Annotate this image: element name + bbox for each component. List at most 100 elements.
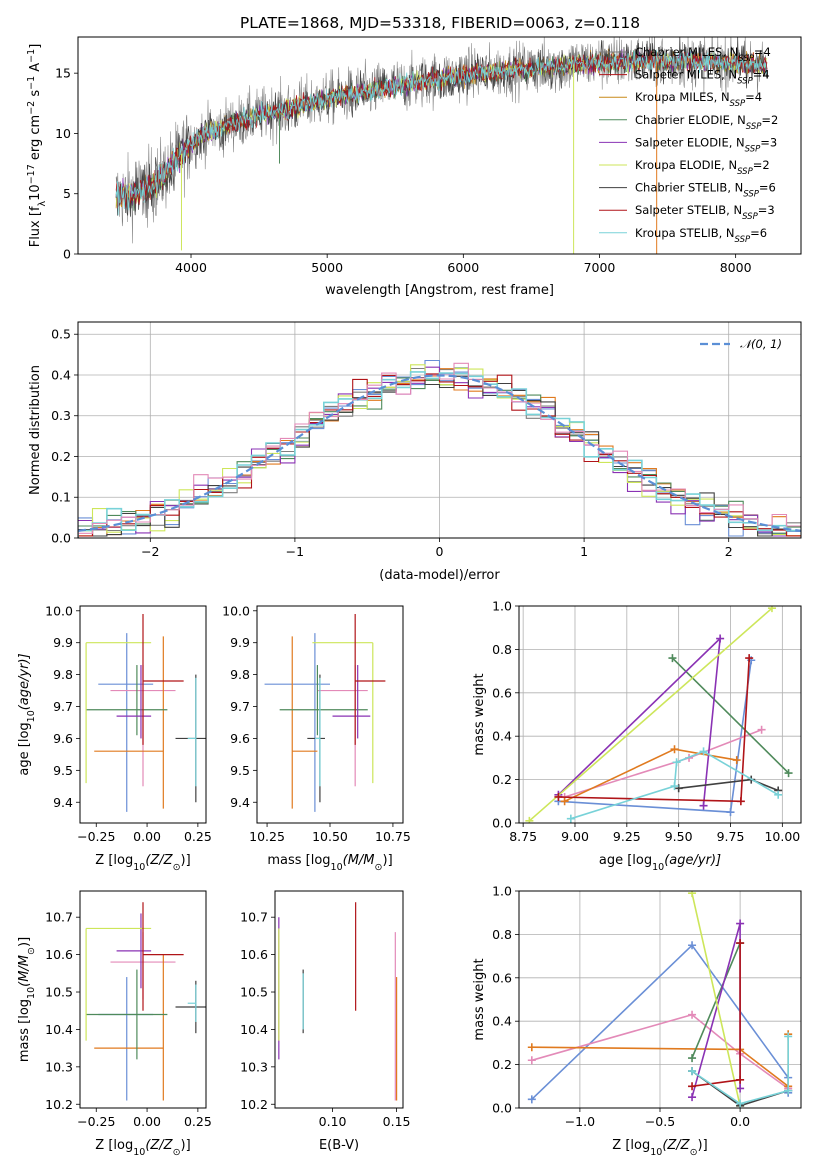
x-tick-label: −2 [141, 544, 159, 559]
spectrum-legend: Chabrier MILES, NSSP=4 Salpeter MILES, NS… [599, 45, 778, 245]
weight-marker [736, 919, 745, 928]
spectrum-panel: 4000 5000 6000 7000 8000 0 5 10 15 Chabrier MILES… [26, 36, 802, 298]
weight-marker [525, 816, 534, 823]
legend-entry: Chabrier MILES, NSSP=4 [635, 45, 771, 64]
y-tick-label: 10.4 [240, 1022, 268, 1037]
spectrum-lines [115, 37, 768, 254]
y-tick-label: 9.4 [53, 795, 73, 810]
weight-marker [688, 1010, 697, 1019]
weight-line-8 [691, 1036, 790, 1105]
x-tick-label: 10.75 [375, 829, 411, 844]
x-tick-label: 9.75 [717, 829, 745, 844]
weight-vs-age-panel: 8.75 9.00 9.25 9.50 9.75 10.00 0.0 0.2 0.4 0.6 0.8… [472, 599, 802, 873]
axes-frame [518, 890, 802, 1109]
y-tick-label: 0.6 [492, 970, 512, 985]
weight-marker [527, 1043, 536, 1052]
y-tick-label: 10.4 [45, 1022, 73, 1037]
y-tick-label: 0.0 [492, 816, 512, 831]
x-tick-label: −0.25 [77, 829, 115, 844]
weight-marker [757, 725, 766, 734]
weight-marker [784, 1086, 793, 1095]
y-tick-label: 10.0 [222, 603, 250, 618]
x-tick-label: 0 [436, 544, 444, 559]
x-axis-label: (data-model)/error [379, 568, 500, 583]
y-tick-label: 0.0 [51, 531, 71, 546]
y-tick-label: 10.2 [240, 1097, 268, 1112]
y-tick-label: 0.1 [51, 490, 71, 505]
y-axis-label: Flux [fλ10−17 erg cm−2 s−1 A−1] [26, 44, 48, 248]
weight-marker [736, 1084, 745, 1093]
legend-entry: Salpeter STELIB, NSSP=3 [635, 203, 775, 222]
x-tick-label: 2 [725, 544, 733, 559]
figure-title: PLATE=1868, MJD=53318, FIBERID=0063, z=0… [240, 14, 640, 32]
y-tick-label: 9.8 [53, 667, 73, 682]
axes-frame [77, 321, 802, 539]
legend-entry: 𝒩(0, 1) [740, 337, 782, 351]
y-tick-label: 9.5 [230, 763, 250, 778]
normal-curve [78, 374, 801, 532]
x-axis-label: wavelength [Angstrom, rest frame] [325, 283, 554, 298]
weight-marker [774, 790, 783, 799]
weight-marker [672, 758, 681, 767]
y-tick-label: 10.7 [240, 910, 268, 925]
weight-marker [726, 808, 735, 817]
y-tick-label: 0.6 [492, 685, 512, 700]
axes-frame [518, 605, 802, 824]
weight-series [527, 891, 793, 1108]
weight-marker [674, 784, 683, 793]
x-tick-label: 0.0 [730, 1114, 750, 1129]
x-tick-label: 1 [580, 544, 588, 559]
weight-marker [767, 606, 776, 613]
weight-marker [784, 1032, 793, 1041]
mass-vs-extinction-panel: 0.10 0.15 10.2 10.3 10.4 10.5 10.6 10.7 E(B-V) [240, 890, 411, 1153]
age-vs-mass-panel: 10.25 10.50 10.75 9.4 9.5 9.6 9.7 9.8 9.9 10.0 mas… [222, 603, 411, 872]
legend-entry: Kroupa STELIB, NSSP=6 [635, 226, 767, 245]
x-tick-label: 8000 [720, 260, 752, 275]
weight-vs-metallicity-panel: −1.0 −0.5 0.0 0.0 0.2 0.4 0.6 0.8 1.0 Z [log10(Z/… [472, 884, 802, 1158]
y-tick-label: 10.0 [45, 603, 73, 618]
legend-entry: Salpeter ELODIE, NSSP=3 [635, 135, 777, 154]
y-tick-label: 0 [63, 247, 71, 262]
x-tick-label: 0.15 [383, 1114, 411, 1129]
weight-line-1 [531, 1013, 789, 1090]
weight-marker [736, 1099, 745, 1108]
weight-marker [732, 756, 741, 765]
weight-marker [745, 654, 754, 663]
x-tick-label: 0.00 [133, 829, 161, 844]
y-tick-label: 0.8 [492, 927, 512, 942]
age-vs-metallicity-panel: −0.25 0.00 0.25 9.4 9.5 9.6 9.7 9.8 9.9 10.0 Z [lo… [17, 603, 212, 872]
x-tick-label: 0.25 [184, 1114, 212, 1129]
x-tick-label: 10.00 [764, 829, 800, 844]
y-tick-label: 9.6 [53, 731, 73, 746]
weight-marker [688, 1093, 697, 1102]
x-tick-label: −1.0 [565, 1114, 595, 1129]
y-tick-label: 0.2 [492, 772, 512, 787]
errorbars [85, 902, 206, 1101]
axes-frame [77, 36, 802, 255]
residual-histograms [78, 359, 801, 538]
x-tick-label: 8.75 [509, 829, 537, 844]
legend-entry: Salpeter MILES, NSSP=4 [635, 68, 770, 87]
x-tick-label: 0.10 [319, 1114, 347, 1129]
errorbars [264, 613, 386, 812]
y-tick-label: 10.3 [240, 1059, 268, 1074]
y-tick-label: 0.0 [492, 1101, 512, 1116]
weight-line-3 [671, 657, 790, 774]
weight-marker [566, 814, 575, 823]
y-tick-label: 5 [63, 186, 71, 201]
weight-marker [699, 801, 708, 810]
legend-entry: Kroupa ELODIE, NSSP=2 [635, 158, 770, 177]
weight-marker [670, 782, 679, 791]
y-tick-label: 9.7 [53, 699, 73, 714]
y-tick-label: 9.6 [230, 731, 250, 746]
y-axis-label: mass weight [472, 958, 487, 1040]
weight-marker [716, 634, 725, 643]
x-axis-label: age [log10(age/yr)] [599, 853, 721, 873]
y-tick-label: 10.6 [45, 947, 73, 962]
y-tick-label: 1.0 [492, 599, 512, 614]
weight-marker [688, 1054, 697, 1063]
weight-marker [699, 747, 708, 756]
y-tick-label: 15 [55, 66, 71, 81]
x-tick-label: 9.50 [665, 829, 693, 844]
weight-marker [554, 792, 563, 801]
